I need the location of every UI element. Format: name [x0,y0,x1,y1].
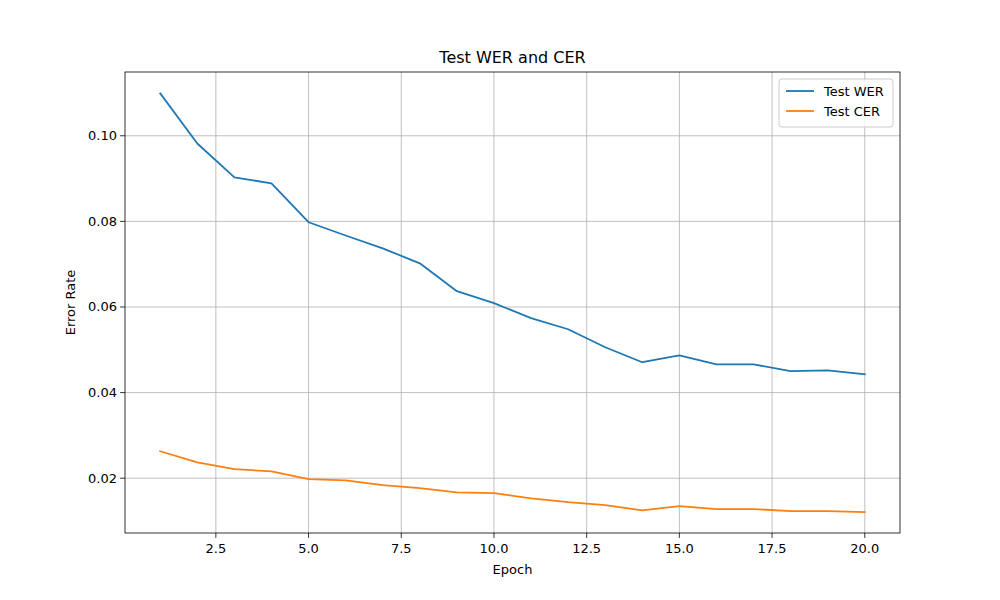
x-tick [493,533,494,538]
x-tick [772,533,773,538]
x-tick [864,533,865,538]
x-axis-label: Epoch [493,562,533,577]
x-grid-line [679,72,680,533]
x-grid-line [215,72,216,533]
y-grid-line [125,306,900,307]
legend-label: Test CER [823,104,880,119]
legend-swatch [786,110,814,112]
x-tick [308,533,309,538]
legend-label: Test WER [823,84,884,99]
y-axis-label: Error Rate [63,270,78,336]
x-tick [679,533,680,538]
y-tick [120,221,125,222]
x-tick [586,533,587,538]
x-tick-label: 12.5 [572,541,601,556]
grid [125,72,900,533]
x-tick [401,533,402,538]
x-tick-label: 10.0 [479,541,508,556]
y-tick-label: 0.06 [88,299,117,314]
x-tick-label: 5.0 [298,541,319,556]
y-tick-label: 0.08 [88,214,117,229]
x-tick-label: 15.0 [665,541,694,556]
x-grid-line [586,72,587,533]
legend-swatch [786,90,814,92]
x-grid-line [308,72,309,533]
plot-frame [125,72,900,533]
y-tick [120,392,125,393]
plot-area [160,93,865,512]
x-tick-label: 17.5 [758,541,787,556]
y-tick-label: 0.02 [88,471,117,486]
y-tick [120,135,125,136]
x-tick-label: 2.5 [206,541,227,556]
legend-box [779,79,893,127]
chart: 2.5 5.0 7.5 10.0 12.5 15.0 17.5 20.0 0.02 0.04 0.0… [0,0,1000,600]
x-tick [215,533,216,538]
background [0,0,1000,600]
x-grid-line [401,72,402,533]
y-tick [120,306,125,307]
x-grid-line [864,72,865,533]
y-grid-line [125,478,900,479]
axes: 2.5 5.0 7.5 10.0 12.5 15.0 17.5 20.0 0.02 0.04 0.0… [88,128,879,556]
y-grid-line [125,221,900,222]
y-tick-label: 0.04 [88,385,117,400]
y-tick [120,478,125,479]
x-grid-line [772,72,773,533]
y-grid-line [125,392,900,393]
x-tick-label: 20.0 [850,541,879,556]
series-line [160,451,865,512]
title: Test WER and CER [438,48,585,67]
y-tick-label: 0.10 [88,128,117,143]
series-line [160,93,865,374]
y-grid-line [125,135,900,136]
x-tick-label: 7.5 [391,541,412,556]
legend: Test WER Test CER [779,79,893,127]
